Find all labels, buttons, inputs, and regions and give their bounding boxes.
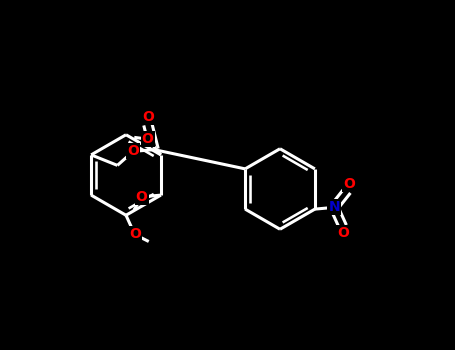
Text: O: O xyxy=(127,144,139,158)
Text: O: O xyxy=(142,110,154,124)
Text: O: O xyxy=(343,177,355,191)
Text: N: N xyxy=(329,200,340,214)
Text: O: O xyxy=(136,190,147,204)
Text: O: O xyxy=(142,132,153,146)
Text: O: O xyxy=(129,228,141,241)
Text: O: O xyxy=(337,226,349,240)
